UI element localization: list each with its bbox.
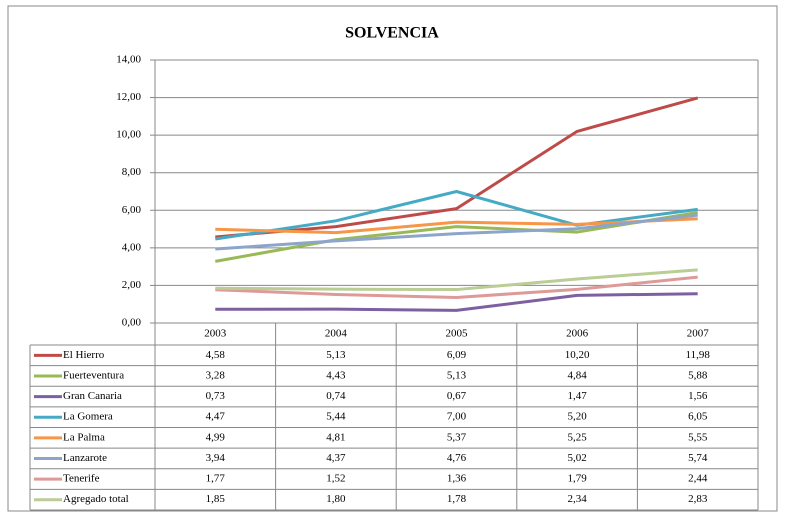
table-value: 3,94	[206, 452, 226, 464]
y-tick-label: 6,00	[122, 204, 142, 216]
table-value: 5,74	[688, 452, 708, 464]
table-value: 5,20	[567, 411, 587, 423]
table-value: 5,02	[567, 452, 586, 464]
table-value: 11,98	[686, 349, 711, 361]
x-tick-label: 2004	[325, 328, 348, 340]
table-value: 6,05	[688, 411, 708, 423]
table-value: 5,37	[447, 431, 467, 443]
table-value: 2,83	[688, 493, 708, 505]
table-value: 0,73	[206, 390, 226, 402]
table-value: 0,74	[326, 390, 346, 402]
table-value: 1,77	[206, 473, 226, 485]
table-value: 3,28	[206, 369, 226, 381]
series-line	[215, 268, 698, 292]
table-value: 4,81	[326, 431, 345, 443]
series-line	[215, 275, 698, 299]
table-value: 1,36	[447, 473, 467, 485]
table-value: 10,20	[565, 349, 590, 361]
table-value: 1,52	[326, 473, 345, 485]
table-value: 6,09	[447, 349, 467, 361]
y-tick-label: 2,00	[122, 279, 142, 291]
y-tick-label: 0,00	[122, 317, 142, 329]
x-tick-label: 2007	[687, 328, 710, 340]
table-value: 4,47	[206, 411, 226, 423]
chart-border	[7, 5, 778, 512]
table-value: 1,80	[326, 493, 346, 505]
table-value: 5,44	[326, 411, 346, 423]
legend-label: Lanzarote	[63, 452, 107, 464]
x-tick-label: 2006	[566, 328, 589, 340]
table-value: 4,37	[326, 452, 346, 464]
y-tick-label: 14,00	[116, 54, 141, 66]
table-value: 1,78	[447, 493, 467, 505]
series-line	[215, 292, 698, 312]
y-tick-label: 10,00	[116, 129, 141, 141]
y-tick-label: 8,00	[122, 166, 142, 178]
legend-label: El Hierro	[63, 349, 105, 361]
table-value: 5,88	[688, 369, 708, 381]
y-tick-label: 4,00	[122, 241, 142, 253]
table-value: 4,84	[567, 369, 587, 381]
table-value: 2,44	[688, 473, 708, 485]
table-value: 4,58	[206, 349, 226, 361]
table-value: 5,13	[326, 349, 346, 361]
table-value: 4,99	[206, 431, 226, 443]
x-tick-label: 2005	[446, 328, 469, 340]
table-value: 1,47	[567, 390, 587, 402]
table-value: 4,43	[326, 369, 346, 381]
series-line	[215, 217, 698, 235]
series-line	[215, 190, 698, 241]
legend-label: La Gomera	[63, 411, 113, 423]
table-value: 7,00	[447, 411, 467, 423]
legend-label: Fuerteventura	[63, 369, 124, 381]
table-value: 0,67	[447, 390, 467, 402]
table-value: 4,76	[447, 452, 467, 464]
chart-title: SOLVENCIA	[345, 25, 439, 42]
legend-label: Agregado total	[63, 493, 129, 505]
legend-label: Gran Canaria	[63, 390, 122, 402]
legend-label: Tenerife	[63, 473, 100, 485]
table-value: 1,56	[688, 390, 708, 402]
table-value: 5,55	[688, 431, 708, 443]
table-value: 1,79	[567, 473, 587, 485]
table-value: 2,34	[567, 493, 587, 505]
y-tick-label: 12,00	[116, 91, 141, 103]
legend-label: La Palma	[63, 431, 105, 443]
x-tick-label: 2003	[204, 328, 227, 340]
table-value: 1,85	[206, 493, 226, 505]
table-value: 5,13	[447, 369, 467, 381]
table-value: 5,25	[567, 431, 587, 443]
series-line	[215, 213, 698, 251]
